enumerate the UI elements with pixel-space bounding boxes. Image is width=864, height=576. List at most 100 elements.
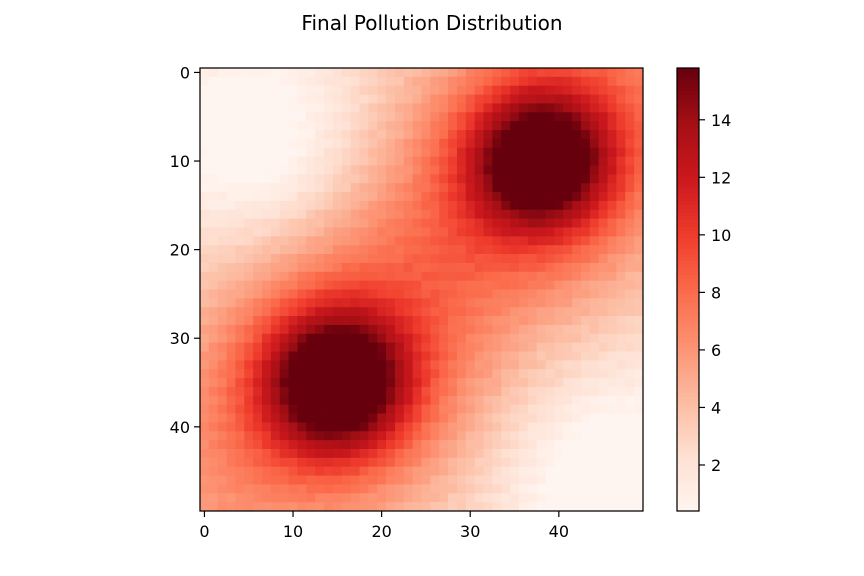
heatmap-cell (607, 369, 617, 379)
heatmap-cell (412, 324, 422, 335)
heatmap-cell (297, 404, 307, 414)
heatmap-cell (270, 493, 281, 503)
heatmap-cell (510, 254, 520, 264)
heatmap-cell (368, 68, 378, 78)
heatmap-cell (483, 298, 493, 308)
heatmap-cell (510, 484, 520, 494)
colorbar-segment (677, 463, 699, 468)
heatmap-cell (324, 94, 334, 104)
heatmap-cell (421, 174, 431, 184)
heatmap-cell (306, 262, 316, 273)
heatmap-cell (589, 448, 600, 459)
heatmap-cell (403, 484, 414, 494)
heatmap-cell (403, 378, 414, 388)
heatmap-cell (412, 289, 422, 299)
heatmap-cell (625, 183, 635, 193)
heatmap-cell (403, 502, 414, 512)
heatmap-cell (563, 245, 573, 255)
heatmap-cell (288, 94, 298, 104)
heatmap-cell (607, 333, 617, 344)
heatmap-cell (386, 307, 396, 317)
heatmap-cell (350, 130, 360, 140)
heatmap-cell (226, 316, 236, 326)
heatmap-cell (279, 298, 289, 308)
heatmap-cell (545, 395, 555, 406)
heatmap-cell (350, 254, 360, 264)
heatmap-cell (448, 493, 458, 503)
heatmap-cell (456, 431, 467, 441)
heatmap-cell (332, 457, 343, 468)
heatmap-cell (563, 404, 573, 414)
heatmap-cell (518, 307, 529, 317)
heatmap-cell (359, 431, 369, 441)
heatmap-cell (200, 493, 210, 503)
heatmap-cell (598, 183, 608, 193)
heatmap-cell (341, 280, 352, 290)
heatmap-cell (386, 484, 396, 494)
heatmap-cell (580, 156, 591, 166)
plot-frame (199, 67, 644, 512)
heatmap-cell (341, 85, 352, 95)
heatmap-cell (501, 378, 511, 388)
heatmap-cell (554, 262, 564, 273)
heatmap-cell (430, 378, 440, 388)
heatmap-cell (554, 484, 564, 494)
heatmap-cell (545, 378, 555, 388)
heatmap-cell (501, 130, 511, 140)
heatmap-cell (235, 457, 245, 468)
heatmap-cell (492, 333, 502, 344)
heatmap-cell (501, 413, 511, 423)
heatmap-cell (572, 360, 582, 370)
heatmap-cell (386, 280, 396, 290)
heatmap-cell (456, 192, 467, 202)
heatmap-cell (332, 165, 343, 175)
heatmap-cell (297, 280, 307, 290)
heatmap-cell (297, 262, 307, 273)
heatmap-cell (430, 351, 440, 361)
heatmap-cell (288, 121, 298, 131)
heatmap-cell (430, 262, 440, 273)
heatmap-cell (403, 360, 414, 370)
heatmap-cell (580, 316, 591, 326)
heatmap-cell (536, 218, 546, 228)
heatmap-cell (270, 351, 281, 361)
heatmap-cell (279, 404, 289, 414)
heatmap-cell (545, 262, 555, 273)
heatmap-cell (341, 360, 352, 370)
heatmap-cell (616, 183, 626, 193)
heatmap-cell (456, 351, 467, 361)
heatmap-cell (448, 298, 458, 308)
heatmap-cell (394, 324, 405, 335)
heatmap-cell (297, 324, 307, 335)
heatmap-cell (279, 245, 289, 255)
heatmap-cell (607, 138, 617, 149)
heatmap-cell (270, 236, 281, 246)
heatmap-cell (580, 254, 591, 264)
heatmap-cell (341, 502, 352, 512)
heatmap-cell (598, 147, 608, 157)
heatmap-cell (368, 484, 378, 494)
heatmap-cell (332, 174, 343, 184)
heatmap-cell (394, 200, 405, 211)
heatmap-cell (598, 395, 608, 406)
heatmap-cell (474, 227, 484, 237)
heatmap-cell (527, 448, 538, 459)
heatmap-cell (341, 457, 352, 468)
heatmap-cell (510, 448, 520, 459)
heatmap-cell (456, 475, 467, 485)
heatmap-cell (536, 192, 546, 202)
heatmap-cell (616, 165, 626, 175)
heatmap-cell (448, 422, 458, 432)
heatmap-cell (421, 130, 431, 140)
heatmap-cell (288, 156, 298, 166)
heatmap-cell (607, 342, 617, 352)
heatmap-cell (324, 254, 334, 264)
heatmap-cell (235, 448, 245, 459)
heatmap-cell (501, 466, 511, 476)
heatmap-cell (634, 200, 644, 211)
heatmap-cell (545, 192, 555, 202)
heatmap-cell (536, 112, 546, 122)
heatmap-cell (421, 271, 431, 282)
heatmap-cell (589, 112, 600, 122)
heatmap-cell (474, 245, 484, 255)
